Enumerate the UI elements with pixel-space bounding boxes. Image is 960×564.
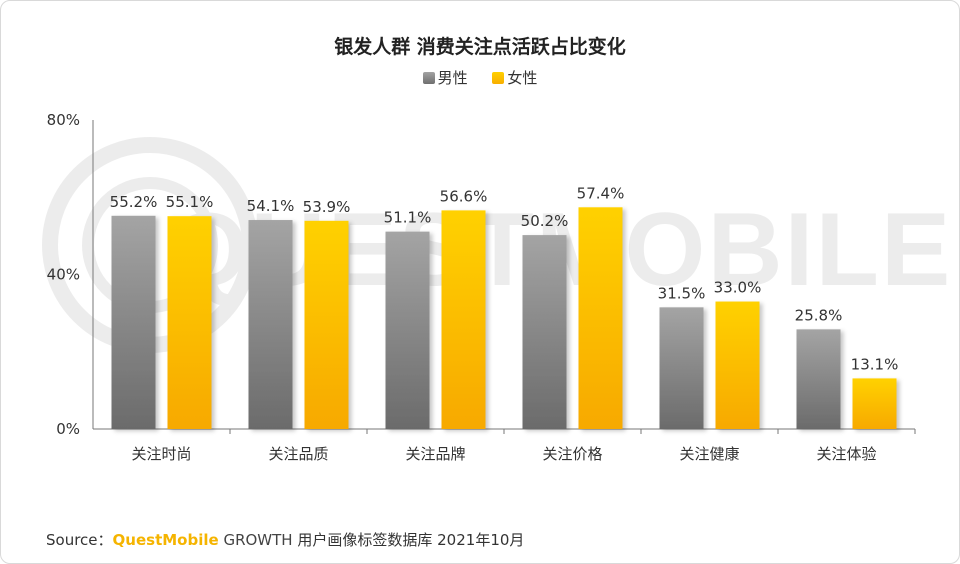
source-rest: 用户画像标签数据库 2021年10月	[297, 531, 525, 549]
bar-male	[111, 215, 156, 429]
y-tick-label: 40%	[47, 266, 80, 284]
legend-label-female: 女性	[507, 69, 538, 87]
data-label: 31.5%	[658, 284, 706, 302]
x-tick-label: 关注体验	[816, 445, 876, 463]
x-tick-label: 关注品牌	[405, 445, 465, 463]
bar-female	[852, 378, 897, 429]
legend-swatch-male	[422, 72, 435, 84]
data-label: 25.8%	[795, 306, 843, 324]
data-label: 13.1%	[851, 355, 899, 373]
source-growth: GROWTH	[223, 531, 293, 549]
x-tick-label: 关注价格	[542, 445, 602, 463]
data-label: 55.2%	[110, 193, 158, 211]
bar-male	[659, 307, 704, 429]
x-tick-label: 关注时尚	[131, 445, 191, 463]
x-tick-label: 关注品质	[268, 445, 328, 463]
bar-female	[304, 220, 349, 429]
data-label: 57.4%	[577, 184, 625, 202]
source-prefix: Source：	[46, 531, 113, 549]
bar-male	[796, 329, 841, 429]
data-label: 33.0%	[714, 279, 762, 297]
y-tick-label: 80%	[47, 111, 80, 129]
source-line: Source：QuestMobile GROWTH 用户画像标签数据库 2021…	[46, 529, 524, 550]
bar-female	[441, 210, 486, 429]
bar-female	[578, 207, 623, 429]
data-label: 53.9%	[303, 198, 351, 216]
x-tick-label: 关注健康	[679, 445, 739, 463]
bar-male	[248, 220, 293, 429]
bar-male	[522, 235, 567, 429]
chart-title: 银发人群 消费关注点活跃占比变化	[334, 36, 626, 58]
legend-item-female: 女性	[492, 67, 537, 88]
data-label: 55.1%	[166, 193, 214, 211]
data-label: 51.1%	[384, 209, 432, 227]
data-label: 54.1%	[247, 197, 295, 215]
bar-female	[715, 301, 760, 429]
legend-item-male: 男性	[422, 67, 468, 88]
bar-female	[167, 216, 212, 429]
chart-legend: 男性 女性	[0, 67, 960, 88]
legend-label-male: 男性	[437, 69, 468, 87]
bar-male	[385, 231, 430, 429]
y-tick-label: 0%	[56, 420, 80, 438]
data-label: 50.2%	[521, 212, 569, 230]
source-brand: QuestMobile	[112, 531, 219, 549]
legend-swatch-female	[492, 72, 505, 84]
data-label: 56.6%	[440, 187, 488, 205]
